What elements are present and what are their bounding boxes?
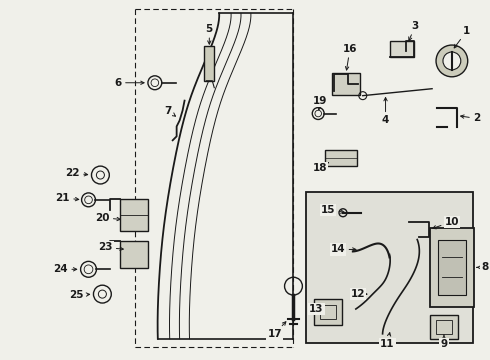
Text: 6: 6	[115, 78, 144, 88]
Text: 16: 16	[343, 44, 357, 70]
Bar	[391, 41, 414, 57]
Bar	[120, 199, 148, 231]
Text: 12: 12	[350, 289, 367, 299]
Bar	[438, 239, 466, 295]
Bar	[430, 228, 474, 307]
Bar	[314, 299, 342, 325]
Text: 8: 8	[477, 262, 488, 272]
Text: 14: 14	[331, 244, 356, 255]
Text: 17: 17	[268, 322, 286, 339]
Text: 7: 7	[164, 105, 175, 116]
Bar	[120, 240, 148, 268]
Circle shape	[443, 52, 461, 70]
Text: 9: 9	[441, 335, 447, 349]
Circle shape	[436, 45, 468, 77]
Bar	[204, 46, 214, 81]
Text: 11: 11	[380, 333, 395, 349]
Text: 22: 22	[66, 168, 88, 178]
Text: 4: 4	[382, 98, 389, 126]
Bar	[325, 150, 357, 166]
Text: 21: 21	[55, 193, 79, 203]
Text: 10: 10	[433, 217, 459, 229]
Text: 24: 24	[53, 264, 77, 274]
Bar	[430, 315, 458, 339]
Bar	[320, 305, 336, 319]
Text: 1: 1	[454, 26, 470, 48]
Text: 2: 2	[461, 113, 480, 123]
Text: 18: 18	[313, 162, 329, 173]
Text: 5: 5	[206, 24, 213, 44]
Text: 20: 20	[95, 213, 121, 223]
Bar	[332, 73, 360, 95]
Text: 3: 3	[409, 21, 419, 41]
Bar	[436, 320, 452, 334]
Text: 19: 19	[313, 96, 327, 110]
Text: 23: 23	[98, 243, 123, 252]
Text: 13: 13	[309, 304, 323, 314]
Bar	[306, 192, 473, 343]
Text: 15: 15	[321, 205, 344, 215]
Text: 25: 25	[70, 290, 90, 300]
